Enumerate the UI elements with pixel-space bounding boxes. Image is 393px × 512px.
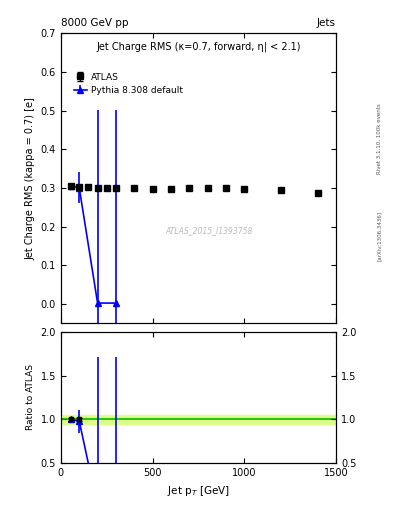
Text: Rivet 3.1.10, 100k events: Rivet 3.1.10, 100k events [377, 103, 382, 174]
Bar [61, 415, 336, 424]
Text: Jet Charge RMS (κ=0.7, forward, η| < 2.1): Jet Charge RMS (κ=0.7, forward, η| < 2.1… [96, 42, 301, 52]
Text: Jets: Jets [317, 18, 336, 28]
Y-axis label: Jet Charge RMS (kappa = 0.7) [e]: Jet Charge RMS (kappa = 0.7) [e] [25, 97, 35, 260]
Text: [arXiv:1306.3436]: [arXiv:1306.3436] [377, 210, 382, 261]
Y-axis label: Ratio to ATLAS: Ratio to ATLAS [26, 365, 35, 431]
Text: 8000 GeV pp: 8000 GeV pp [61, 18, 129, 28]
X-axis label: Jet p$_{T}$ [GeV]: Jet p$_{T}$ [GeV] [167, 484, 230, 498]
Text: ATLAS_2015_I1393758: ATLAS_2015_I1393758 [166, 226, 253, 235]
Legend: ATLAS, Pythia 8.308 default: ATLAS, Pythia 8.308 default [73, 73, 183, 95]
